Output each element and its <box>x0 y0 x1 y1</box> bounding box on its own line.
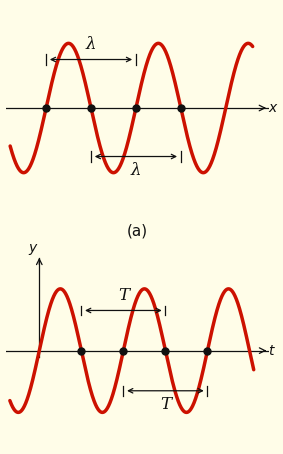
Text: x: x <box>268 101 276 115</box>
Text: y: y <box>29 241 37 255</box>
Text: T: T <box>118 287 129 304</box>
Text: λ: λ <box>131 162 141 179</box>
Text: (a): (a) <box>127 224 148 239</box>
Text: t: t <box>268 344 273 358</box>
Text: λ: λ <box>86 36 96 53</box>
Text: T: T <box>160 396 171 413</box>
